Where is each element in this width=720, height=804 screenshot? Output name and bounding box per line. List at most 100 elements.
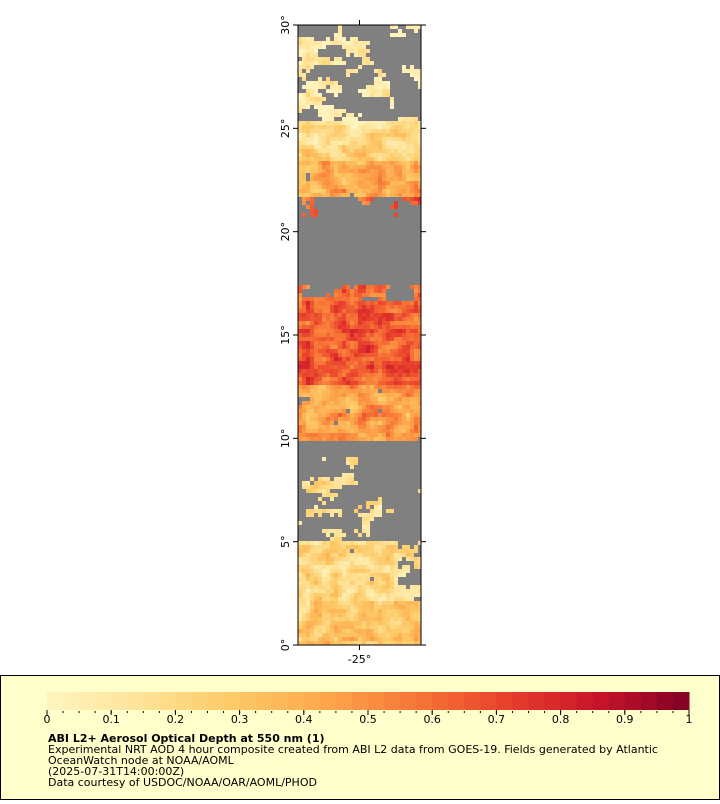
aod-pixel — [362, 633, 366, 637]
aod-pixel — [362, 629, 366, 633]
aod-pixel — [382, 313, 386, 317]
aod-pixel — [342, 605, 346, 609]
aod-pixel — [386, 549, 390, 553]
aod-pixel — [398, 629, 402, 633]
aod-pixel — [326, 581, 330, 585]
colorbar-cell — [560, 692, 578, 710]
aod-pixel — [330, 605, 334, 609]
aod-pixel — [370, 597, 374, 601]
aod-pixel — [398, 353, 402, 357]
aod-pixel — [358, 297, 362, 301]
aod-pixel — [318, 577, 322, 581]
aod-pixel — [338, 149, 342, 153]
aod-pixel — [318, 373, 322, 377]
aod-pixel — [342, 293, 346, 297]
aod-pixel — [330, 373, 334, 377]
aod-pixel — [342, 177, 346, 181]
aod-pixel — [314, 41, 318, 45]
aod-pixel — [362, 605, 366, 609]
aod-pixel — [298, 293, 302, 297]
aod-pixel — [394, 317, 398, 321]
aod-pixel — [350, 181, 354, 185]
aod-pixel — [334, 565, 338, 569]
aod-pixel — [370, 337, 374, 341]
aod-pixel — [322, 137, 326, 141]
aod-pixel — [330, 557, 334, 561]
aod-pixel — [342, 613, 346, 617]
aod-pixel — [346, 625, 350, 629]
aod-pixel — [334, 601, 338, 605]
aod-pixel — [314, 389, 318, 393]
aod-pixel — [338, 129, 342, 133]
aod-pixel — [386, 425, 390, 429]
aod-pixel — [314, 321, 318, 325]
aod-pixel — [342, 157, 346, 161]
aod-pixel — [330, 377, 334, 381]
aod-pixel — [370, 125, 374, 129]
aod-pixel — [414, 341, 418, 345]
aod-pixel — [346, 621, 350, 625]
aod-pixel — [326, 141, 330, 145]
aod-pixel — [322, 373, 326, 377]
aod-pixel — [326, 193, 330, 197]
colorbar-cell — [223, 692, 241, 710]
aod-pixel — [314, 589, 318, 593]
aod-pixel — [338, 33, 342, 37]
aod-pixel — [326, 485, 330, 489]
aod-pixel — [390, 177, 394, 181]
aod-pixel — [302, 309, 306, 313]
aod-pixel — [346, 597, 350, 601]
aod-pixel — [398, 409, 402, 413]
aod-pixel — [374, 601, 378, 605]
aod-pixel — [354, 377, 358, 381]
aod-pixel — [378, 397, 382, 401]
aod-pixel — [314, 189, 318, 193]
aod-pixel — [362, 613, 366, 617]
aod-pixel — [370, 385, 374, 389]
aod-pixel — [342, 173, 346, 177]
aod-pixel — [382, 409, 386, 413]
aod-pixel — [338, 85, 342, 89]
aod-pixel — [358, 569, 362, 573]
aod-pixel — [378, 549, 382, 553]
aod-pixel — [306, 425, 310, 429]
aod-pixel — [318, 57, 322, 61]
aod-pixel — [378, 509, 382, 513]
aod-pixel — [386, 553, 390, 557]
aod-pixel — [370, 121, 374, 125]
aod-pixel — [322, 477, 326, 481]
aod-pixel — [386, 417, 390, 421]
aod-pixel — [326, 177, 330, 181]
aod-pixel — [338, 185, 342, 189]
aod-pixel — [350, 621, 354, 625]
y-tick-label: 15° — [279, 325, 292, 345]
aod-pixel — [366, 545, 370, 549]
aod-pixel — [318, 585, 322, 589]
aod-pixel — [302, 37, 306, 41]
aod-pixel — [378, 325, 382, 329]
aod-pixel — [358, 629, 362, 633]
aod-pixel — [314, 573, 318, 577]
aod-pixel — [350, 417, 354, 421]
aod-pixel — [390, 553, 394, 557]
colorbar-cell — [400, 692, 417, 710]
aod-pixel — [414, 637, 418, 641]
aod-pixel — [398, 333, 402, 337]
aod-pixel — [322, 341, 326, 345]
aod-pixel — [358, 349, 362, 353]
aod-pixel — [382, 93, 386, 97]
aod-pixel — [374, 341, 378, 345]
aod-pixel — [362, 317, 366, 321]
aod-pixel — [382, 365, 386, 369]
aod-pixel — [390, 413, 394, 417]
aod-pixel — [354, 409, 358, 413]
aod-pixel — [358, 49, 362, 53]
aod-pixel — [310, 393, 314, 397]
aod-pixel — [390, 357, 394, 361]
aod-pixel — [310, 425, 314, 429]
aod-pixel — [330, 301, 334, 305]
aod-pixel — [386, 285, 390, 289]
aod-pixel — [334, 561, 338, 565]
aod-pixel — [366, 193, 370, 197]
aod-pixel — [306, 345, 310, 349]
